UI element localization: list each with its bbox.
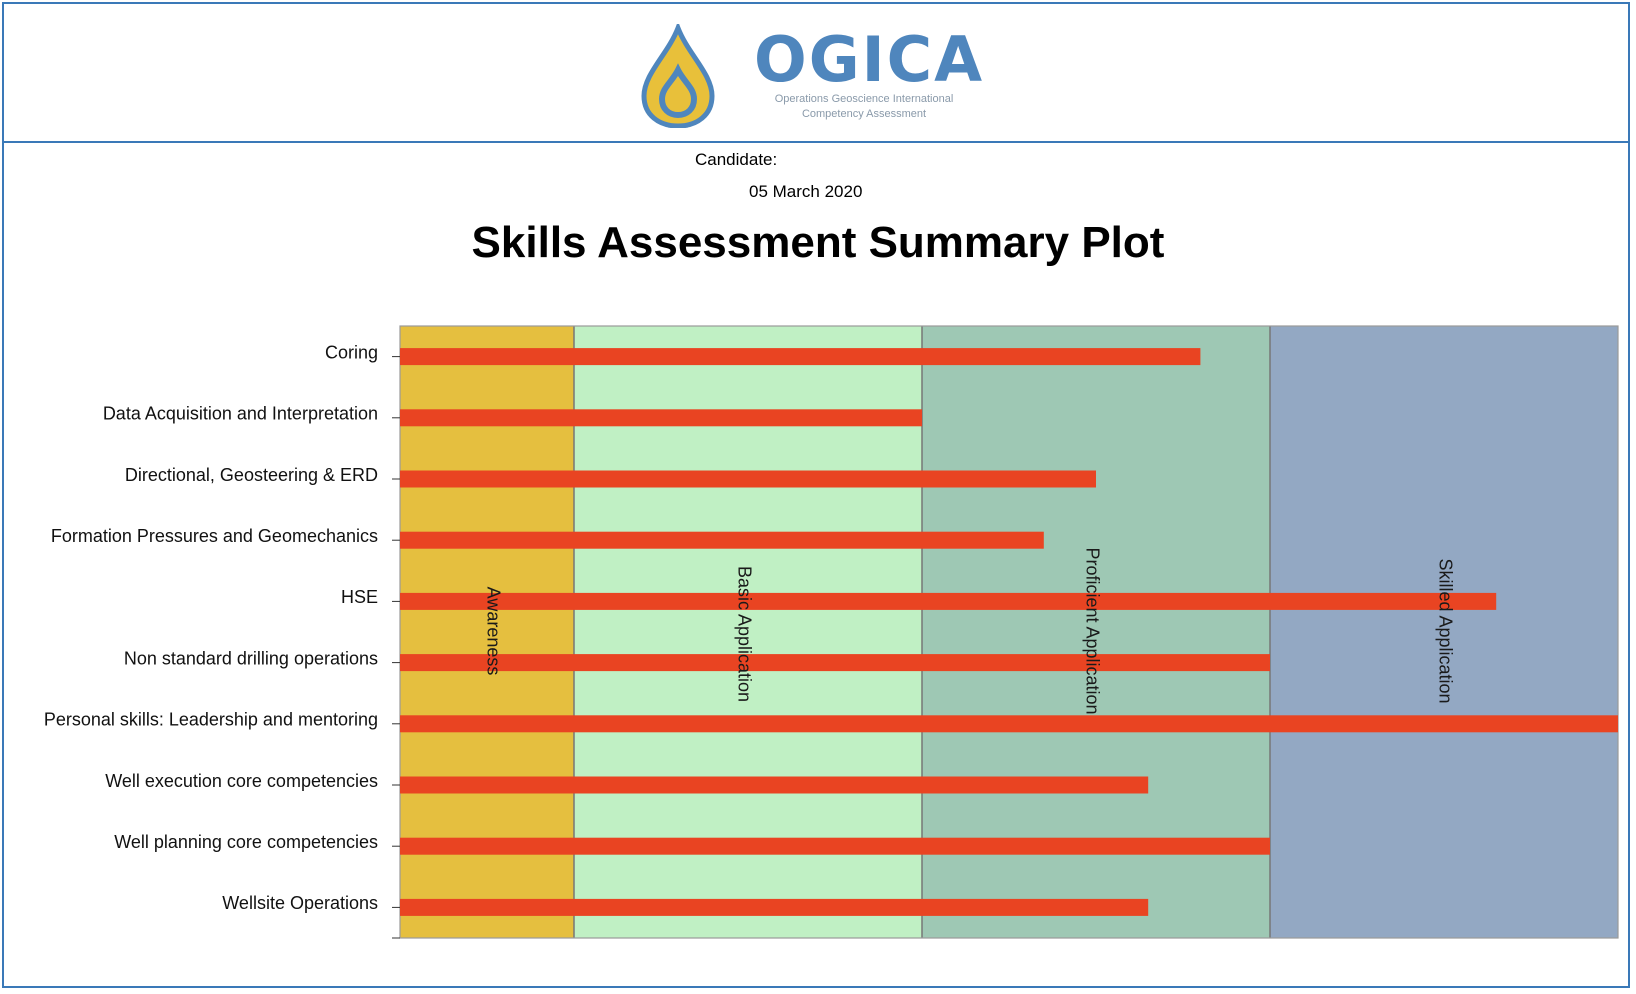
band-label-2: Proficient Application xyxy=(1082,547,1102,714)
oil-drop-icon xyxy=(641,24,715,128)
bar-0 xyxy=(400,348,1201,366)
bar-4 xyxy=(400,592,1497,610)
category-label-2: Directional, Geosteering & ERD xyxy=(125,465,378,485)
bar-5 xyxy=(400,654,1270,672)
bar-7 xyxy=(400,776,1149,794)
category-label-0: Coring xyxy=(325,342,378,362)
category-label-9: Wellsite Operations xyxy=(222,893,378,913)
brand-tagline-line1: Operations Geoscience International xyxy=(774,93,954,105)
skills-bar-chart: Awareness Basic Application Proficient App… xyxy=(44,325,1619,939)
band-1 xyxy=(574,326,922,938)
bar-8 xyxy=(400,837,1270,855)
category-label-1: Data Acquisition and Interpretation xyxy=(103,404,378,424)
category-label-3: Formation Pressures and Geomechanics xyxy=(51,526,378,546)
category-label-6: Personal skills: Leadership and mentorin… xyxy=(44,710,378,730)
bar-1 xyxy=(400,409,922,427)
chart-title: Skills Assessment Summary Plot xyxy=(471,218,1165,267)
category-label-8: Well planning core competencies xyxy=(114,832,378,852)
brand-tagline-line2: Competency Assessment xyxy=(801,108,927,120)
bar-6 xyxy=(400,715,1618,733)
brand-tagline: Operations Geoscience International Comp… xyxy=(759,92,969,122)
report-header: OGICA Operations Geoscience Internationa… xyxy=(4,4,1628,143)
band-label-0: Awareness xyxy=(483,587,503,676)
band-0 xyxy=(400,326,574,938)
category-label-7: Well execution core competencies xyxy=(105,771,378,791)
ogica-logo: OGICA Operations Geoscience Internationa… xyxy=(641,24,982,134)
category-label-5: Non standard drilling operations xyxy=(124,648,378,668)
brand-name: OGICA xyxy=(754,23,985,96)
band-label-1: Basic Application xyxy=(734,566,754,702)
band-3 xyxy=(1270,326,1618,938)
bar-2 xyxy=(400,470,1096,488)
bar-9 xyxy=(400,898,1149,916)
candidate-label: Candidate: xyxy=(695,150,778,169)
plot-border xyxy=(399,325,1619,939)
bar-3 xyxy=(400,531,1044,549)
band-2 xyxy=(922,326,1270,938)
category-label-4: HSE xyxy=(341,587,378,607)
band-label-3: Skilled Application xyxy=(1435,558,1455,703)
report-date: 05 March 2020 xyxy=(749,182,863,201)
